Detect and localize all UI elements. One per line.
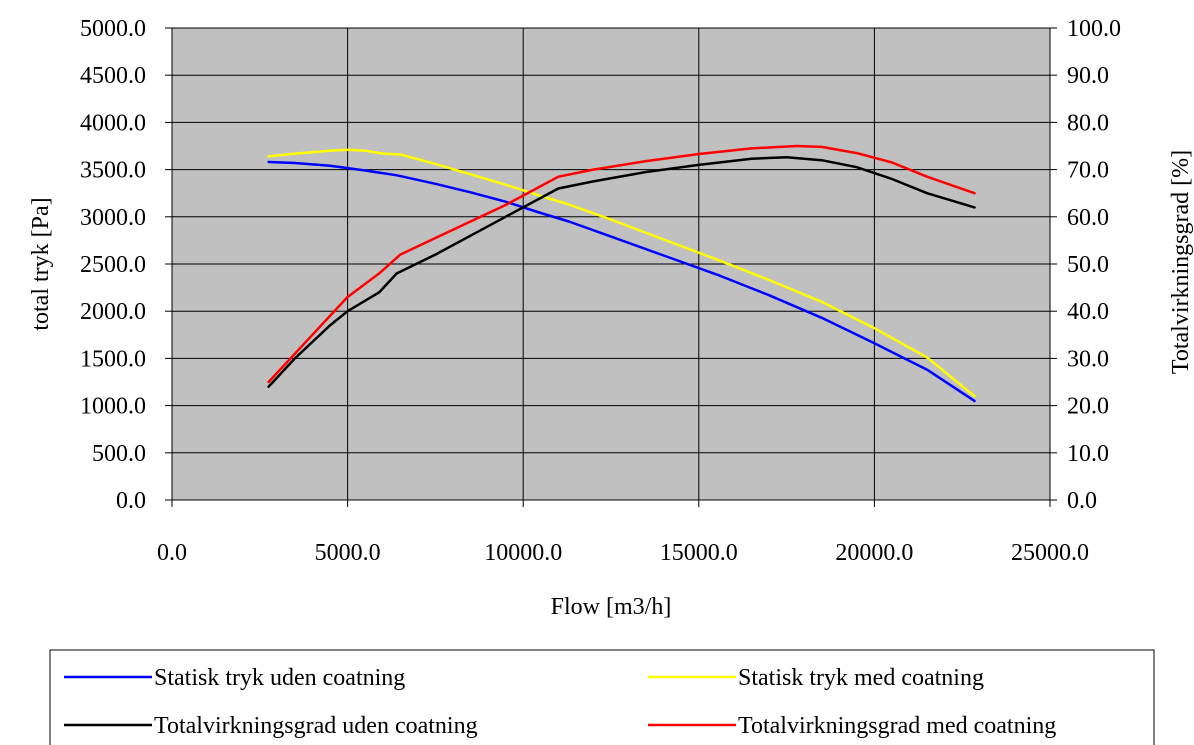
- series-line-1: [267, 160, 976, 403]
- x-tick-label: 15000.0: [660, 540, 738, 566]
- y2-tick-label: 70.0: [1067, 158, 1109, 184]
- y2-tick-label: 0.0: [1067, 488, 1097, 514]
- y2-tick-label: 30.0: [1067, 346, 1109, 372]
- y-tick-label: 1000.0: [80, 394, 146, 420]
- y-tick-label: 3500.0: [80, 158, 146, 184]
- y2-tick-label: 50.0: [1067, 252, 1109, 278]
- y-tick-label: 4500.0: [80, 63, 146, 89]
- y-tick-label: 1500.0: [80, 346, 146, 372]
- x-tick-label: 5000.0: [315, 540, 381, 566]
- y-tick-label: 0.0: [116, 488, 146, 514]
- series-line-4: [267, 144, 976, 384]
- legend-label: Totalvirkningsgrad med coatning: [738, 713, 1056, 739]
- legend-label: Totalvirkningsgrad uden coatning: [154, 713, 478, 739]
- y2-tick-label: 100.0: [1067, 16, 1121, 42]
- y-tick-label: 2500.0: [80, 252, 146, 278]
- x-tick-label: 25000.0: [1011, 540, 1089, 566]
- axis-tick-labels: 0.0 0.0 500.0 10.0 1000.0 20.0 1500.0 30.0 2000.…: [80, 16, 1121, 566]
- y2-tick-label: 80.0: [1067, 110, 1109, 136]
- x-axis-title: Flow [m3/h]: [551, 594, 672, 620]
- y-tick-label: 2000.0: [80, 299, 146, 325]
- legend-label: Statisk tryk uden coatning: [154, 665, 405, 691]
- legend-box: [49, 649, 1155, 745]
- y2-tick-label: 40.0: [1067, 299, 1109, 325]
- legend-label: Statisk tryk med coatning: [738, 665, 984, 691]
- y-tick-label: 500.0: [92, 441, 146, 467]
- y2-tick-label: 20.0: [1067, 394, 1109, 420]
- x-tick-label: 0.0: [157, 540, 187, 566]
- x-tick-label: 10000.0: [484, 540, 562, 566]
- series-line-3: [267, 156, 976, 388]
- y-tick-label: 3000.0: [80, 205, 146, 231]
- series-line-2: [267, 148, 976, 398]
- series-lines: [267, 144, 976, 403]
- x-tick-label: 20000.0: [835, 540, 913, 566]
- y-tick-label: 4000.0: [80, 110, 146, 136]
- y2-tick-label: 10.0: [1067, 441, 1109, 467]
- axis-ticks: [165, 27, 1057, 507]
- y2-tick-label: 90.0: [1067, 63, 1109, 89]
- y-axis-title: total tryk [Pa]: [28, 197, 54, 330]
- y-tick-label: 5000.0: [80, 16, 146, 42]
- y2-tick-label: 60.0: [1067, 205, 1109, 231]
- legend: Statisk tryk uden coatning Statisk tryk m…: [64, 665, 1056, 739]
- y2-axis-title: Totalvirkningsgrad [%]: [1168, 150, 1194, 374]
